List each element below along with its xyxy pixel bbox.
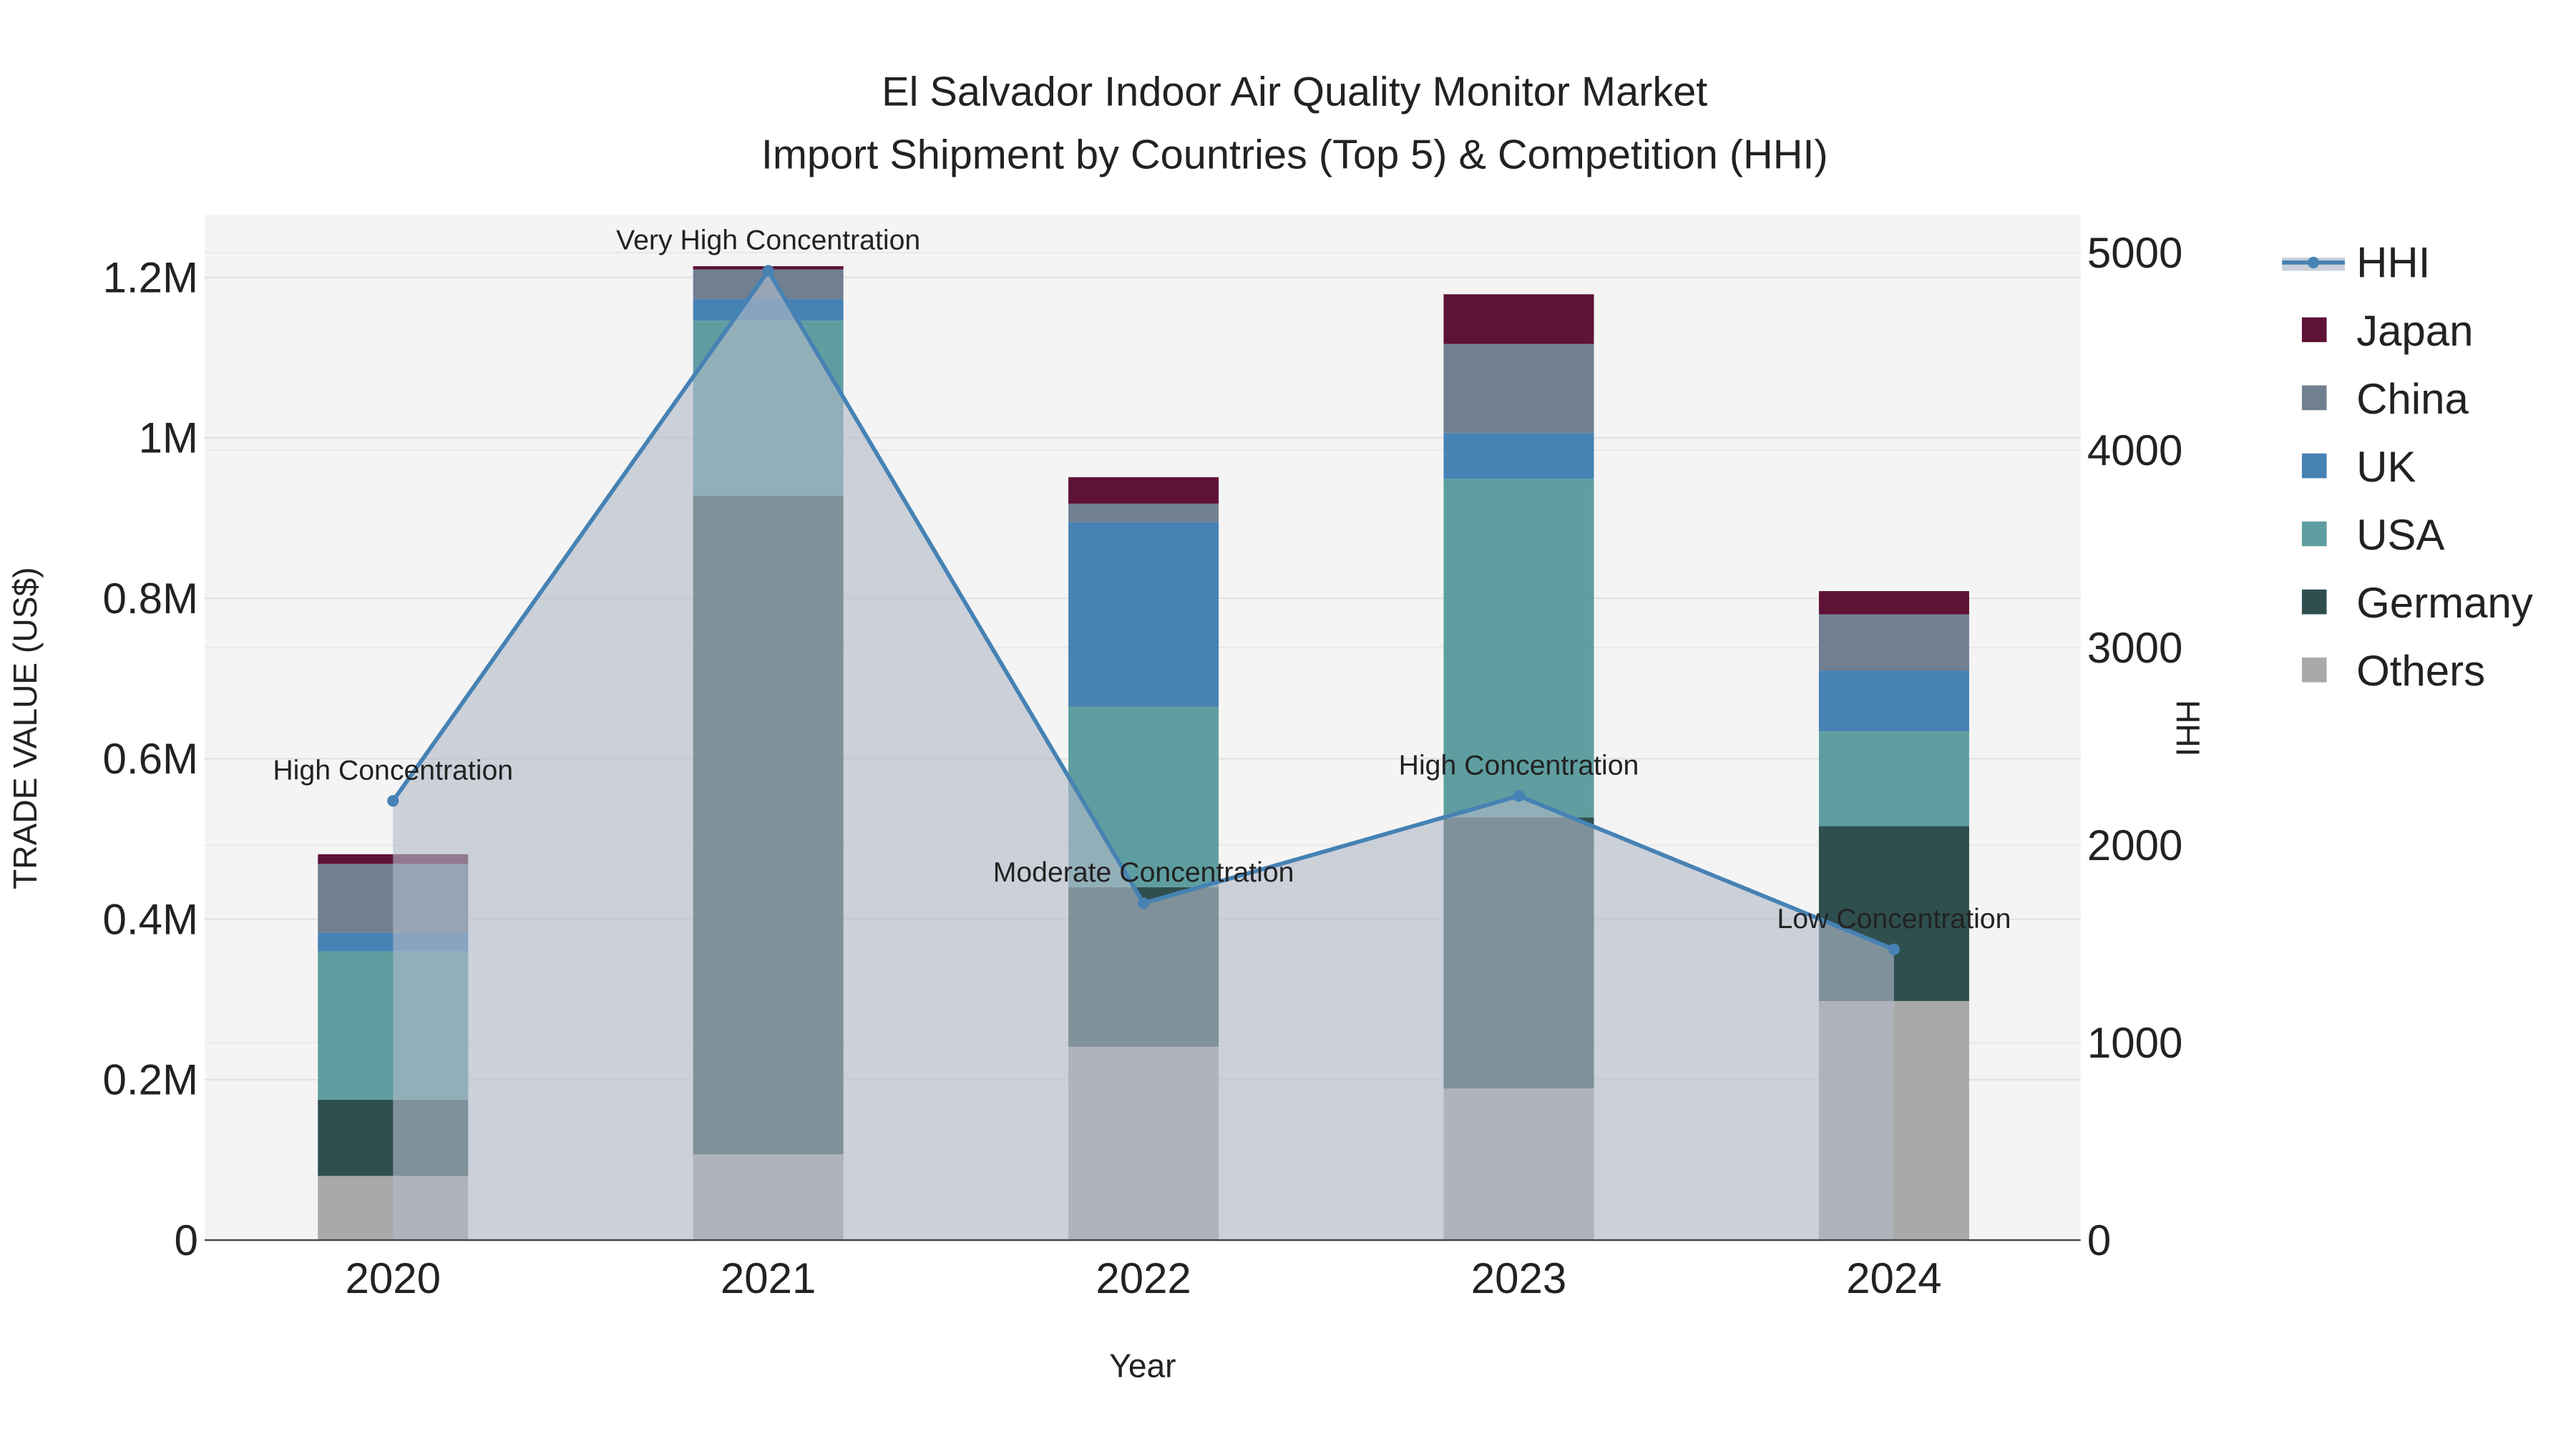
hhi-point-2023 (1513, 790, 1525, 802)
legend-swatch-others (2301, 657, 2327, 683)
bar-japan-2022 (1068, 477, 1219, 504)
x-tick-label: 2023 (1471, 1254, 1566, 1302)
y-tick-label: 0.8M (103, 575, 198, 623)
hhi-line-group: High Concentration Very High Concentratio… (273, 224, 2011, 955)
legend-label-germany: Germany (2356, 579, 2533, 627)
hhi-annotation: Low Concentration (1777, 903, 2011, 935)
legend-label-hhi: HHI (2356, 239, 2430, 287)
legend-label-others: Others (2356, 647, 2485, 695)
y-tick-label: 1M (139, 414, 198, 462)
hhi-area (393, 270, 1894, 1241)
bar-uk-2023 (1443, 433, 1594, 479)
bar-china-2022 (1068, 503, 1219, 522)
y-tick-label: 0.2M (103, 1056, 198, 1104)
x-tick-label: 2022 (1096, 1254, 1191, 1302)
bar-japan-2024 (1818, 591, 1969, 615)
hhi-annotation: High Concentration (273, 754, 513, 786)
chart-title-line1: El Salvador Indoor Air Quality Monitor M… (882, 69, 1707, 115)
bar-uk-2022 (1068, 522, 1219, 707)
hhi-point-2022 (1138, 897, 1150, 909)
x-axis-title: Year (1109, 1347, 1176, 1385)
x-tick-label: 2020 (345, 1254, 440, 1302)
y-axis-title: TRADE VALUE (US$) (6, 567, 44, 889)
legend-hhi-marker-icon (2308, 256, 2320, 268)
x-tick-label: 2021 (721, 1254, 816, 1302)
hhi-area-fill (393, 270, 1894, 1241)
y-tick-label: 0.4M (103, 895, 198, 943)
legend-label-uk: UK (2356, 443, 2416, 491)
legend-swatch-uk (2301, 453, 2327, 479)
legend-label-usa: USA (2356, 511, 2444, 559)
hhi-annotation: Moderate Concentration (993, 857, 1294, 888)
hhi-point-2021 (762, 265, 774, 277)
bar-usa-2023 (1443, 479, 1594, 818)
legend-swatch-usa (2301, 521, 2327, 547)
y2-tick-label: 3000 (2087, 624, 2182, 672)
legend: HHI Japan China UK USA Germany Others (2282, 239, 2533, 695)
hhi-point-2020 (387, 795, 399, 807)
chart-title-line2: Import Shipment by Countries (Top 5) & C… (761, 132, 1828, 177)
bar-japan-2023 (1443, 294, 1594, 344)
y-tick-label: 1.2M (103, 253, 198, 301)
ticks: 0 0.2M 0.4M 0.6M 0.8M 1M 1.2M 0 1000 2000 3000 4000… (103, 229, 2183, 1302)
legend-label-china: China (2356, 375, 2469, 423)
bar-uk-2024 (1818, 670, 1969, 732)
hhi-annotation: High Concentration (1399, 749, 1639, 781)
y2-tick-label: 1000 (2087, 1019, 2182, 1067)
y2-tick-label: 0 (2087, 1216, 2111, 1264)
bar-usa-2024 (1818, 731, 1969, 826)
y2-tick-label: 5000 (2087, 229, 2182, 277)
x-tick-label: 2024 (1846, 1254, 1941, 1302)
legend-label-japan: Japan (2356, 307, 2473, 355)
bar-china-2024 (1818, 614, 1969, 671)
y2-tick-label: 4000 (2087, 426, 2182, 474)
hhi-point-2024 (1888, 943, 1900, 955)
legend-swatch-china (2301, 385, 2327, 411)
legend-swatch-japan (2301, 317, 2327, 343)
y-tick-label: 0.6M (103, 735, 198, 783)
y2-tick-label: 2000 (2087, 821, 2182, 869)
y-tick-label: 0 (175, 1216, 198, 1264)
hhi-annotation: Very High Concentration (616, 224, 920, 255)
bar-china-2023 (1443, 343, 1594, 434)
legend-swatch-germany (2301, 589, 2327, 615)
y2-axis-title: HHI (2170, 700, 2207, 756)
